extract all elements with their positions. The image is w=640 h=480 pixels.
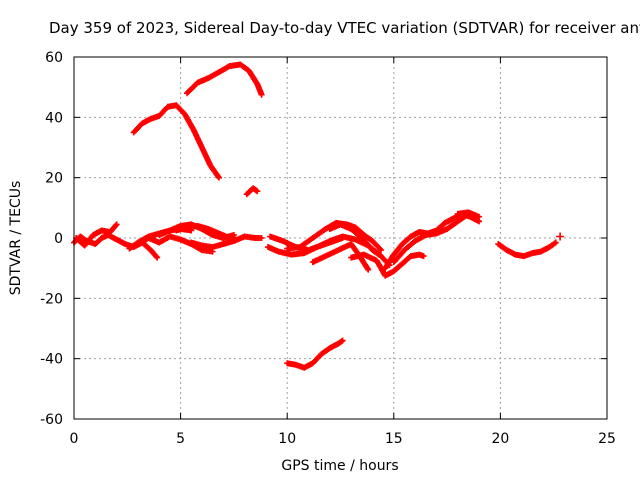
series-arc-16 [348,251,427,279]
data-point [154,254,161,261]
data-point [113,221,120,228]
x-tick-label: 10 [278,431,296,447]
series-arc-17 [382,210,483,272]
series-arc-2 [73,221,120,249]
series-arc-20 [284,337,346,371]
y-axis-label: SDTVAR / TECUs [8,181,24,296]
series-arc-7 [188,233,265,251]
data-point [215,174,222,181]
y-tick-label: 20 [45,171,63,187]
data-point [365,266,372,273]
x-tick-label: 0 [70,431,79,447]
x-tick-label: 5 [176,431,185,447]
data-point [153,253,160,260]
data-point [476,213,483,220]
data-point [378,247,385,254]
series-arc-8 [130,102,222,181]
series-arc-22 [556,232,565,241]
y-tick-label: -20 [40,291,63,307]
x-tick-label: 20 [491,431,509,447]
data-point [112,222,119,229]
data-point [375,251,382,258]
x-axis-label: GPS time / hours [281,458,398,474]
x-tick-label: 25 [598,431,616,447]
y-tick-label: 40 [45,110,63,126]
y-tick-label: -60 [40,412,63,428]
y-tick-label: 60 [45,50,63,66]
data-series [71,61,565,371]
plot-frame [73,56,608,420]
y-tick-label: -40 [40,352,63,368]
data-point [420,253,427,260]
data-point [552,239,559,246]
data-point [258,91,265,98]
x-tick-label: 15 [385,431,403,447]
series-arc-21 [495,239,559,260]
series-arc-10 [243,185,261,198]
series-arc-18 [390,212,470,266]
series-arc-9 [183,61,265,98]
data-point [284,360,291,367]
data-point [258,235,265,241]
data-point [339,235,346,241]
data-point [254,188,261,195]
y-tick-label: 0 [54,231,63,247]
data-point [376,245,383,252]
series-arc-15 [326,221,382,258]
chart-title: Day 359 of 2023, Sidereal Day-to-day VTE… [49,19,640,37]
data-point [556,232,565,241]
series-arc-19 [454,209,483,220]
